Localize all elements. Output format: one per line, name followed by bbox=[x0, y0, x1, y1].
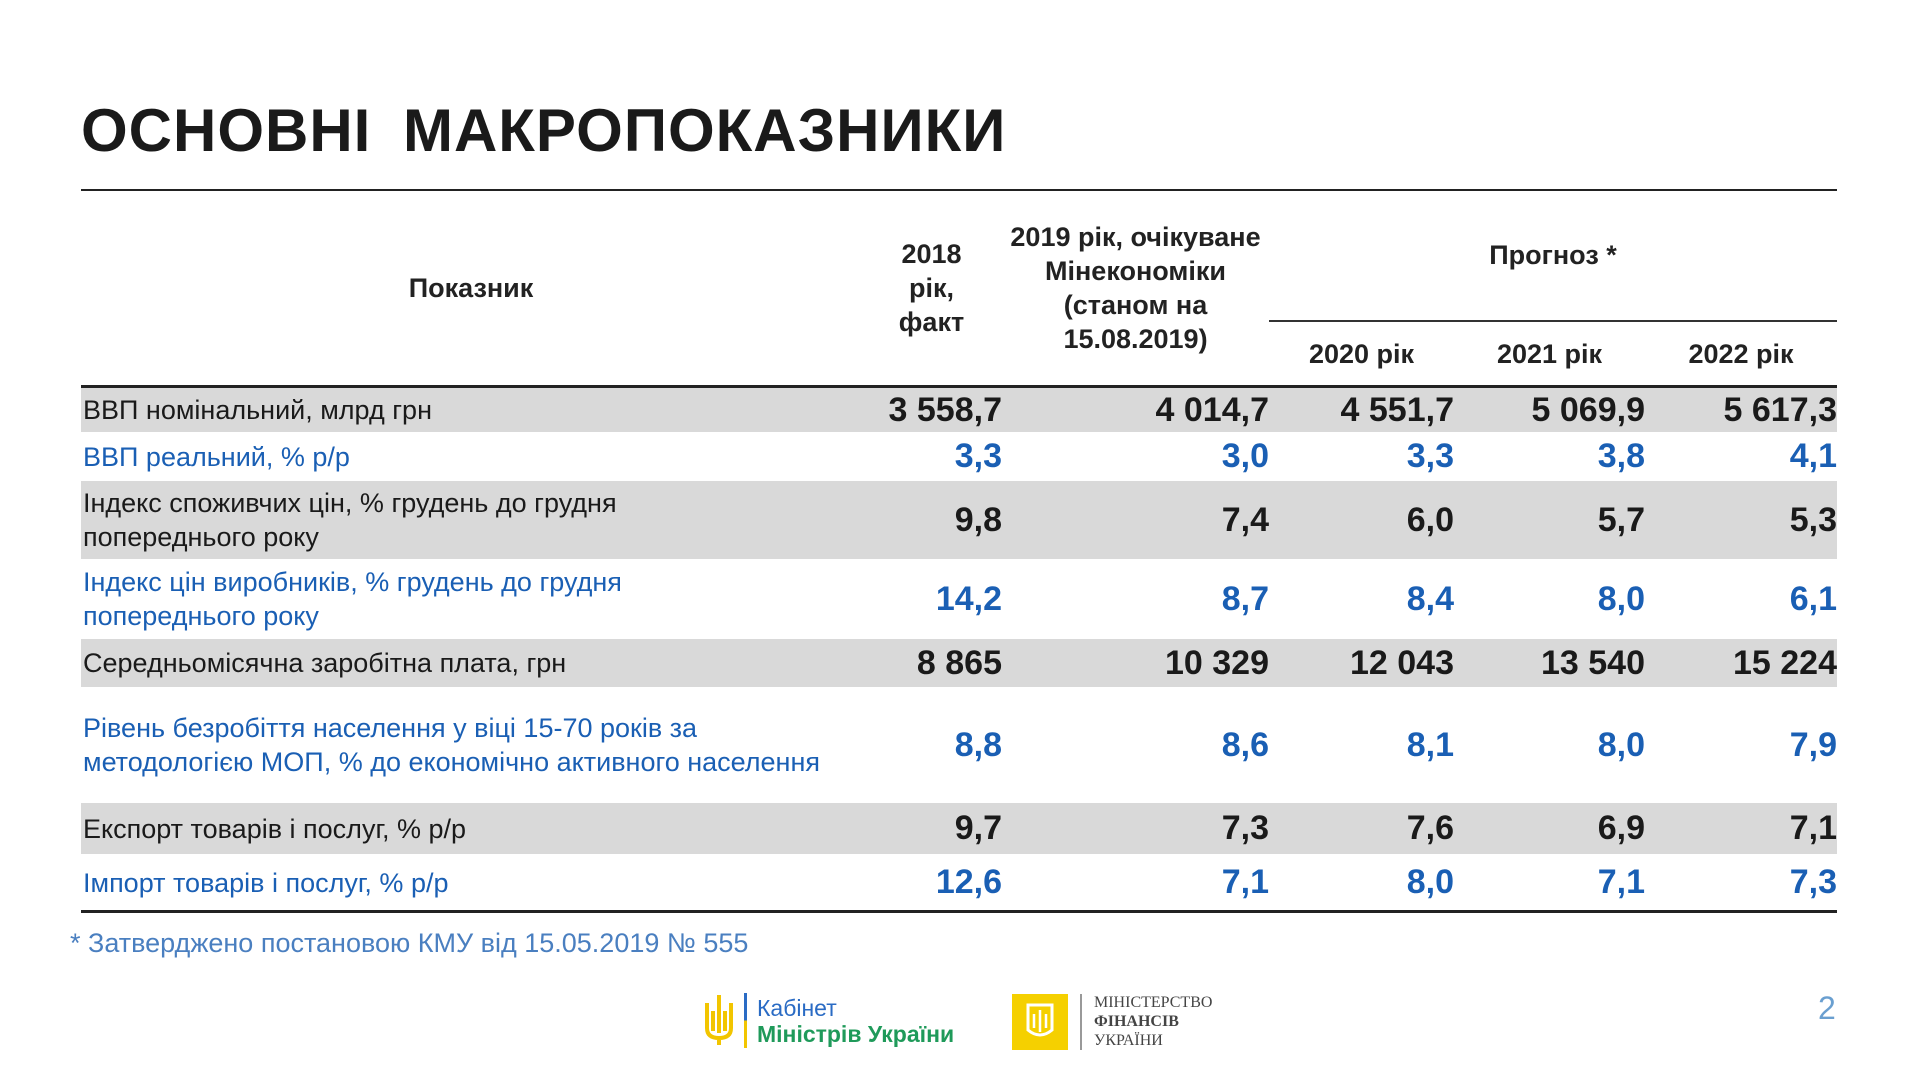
bottom-rule bbox=[81, 910, 1837, 913]
minfin-line2: ФІНАНСІВ bbox=[1094, 1013, 1179, 1030]
footnote: * Затверджено постановою КМУ від 15.05.2… bbox=[70, 928, 749, 958]
row-value: 8,6 bbox=[1221, 725, 1269, 764]
row-value: 7,1 bbox=[1221, 863, 1269, 901]
minfin-emblem-icon bbox=[1012, 993, 1068, 1050]
row-value: 6,9 bbox=[1597, 809, 1645, 847]
page-title: ОСНОВНІ МАКРОПОКАЗНИКИ bbox=[81, 97, 1007, 164]
row-value: 6,0 bbox=[1406, 500, 1454, 539]
row-value: 8,0 bbox=[1597, 579, 1645, 618]
row-value: 3,3 bbox=[1406, 437, 1454, 475]
row-value: 9,8 bbox=[954, 500, 1002, 539]
table-row: Індекс цін виробників, % грудень до груд… bbox=[81, 559, 1837, 639]
row-value: 6,1 bbox=[1789, 579, 1837, 618]
row-label: Індекс цін виробників, % грудень до груд… bbox=[83, 567, 622, 631]
row-value: 14,2 bbox=[935, 579, 1002, 618]
logo-divider bbox=[744, 993, 747, 1048]
table-row: Середньомісячна заробітна плата, грн 8 86… bbox=[81, 639, 1837, 687]
row-value: 8,8 bbox=[954, 725, 1002, 764]
row-value: 12 043 bbox=[1350, 643, 1454, 682]
row-value: 8 865 bbox=[916, 643, 1002, 682]
row-label: Індекс споживчих цін, % грудень до грудн… bbox=[83, 488, 617, 552]
row-value: 7,6 bbox=[1406, 809, 1454, 847]
minfin-logo: МІНІСТЕРСТВО ФІНАНСІВ УКРАЇНИ bbox=[1012, 993, 1212, 1050]
row-value: 7,3 bbox=[1221, 809, 1269, 847]
top-rule bbox=[81, 189, 1837, 191]
logo-divider bbox=[1080, 993, 1082, 1050]
header-2022: 2022 рік bbox=[1688, 339, 1794, 369]
header-2021: 2021 рік bbox=[1496, 339, 1603, 369]
row-value: 3,3 bbox=[954, 437, 1002, 475]
table-row: ВВП номінальний, млрд грн 3 558,7 4 014,7 4… bbox=[81, 388, 1837, 432]
table-row: Імпорт товарів і послуг, % р/р 12,6 7,1 8,0… bbox=[81, 854, 1837, 911]
row-label: Імпорт товарів і послуг, % р/р bbox=[83, 867, 449, 898]
row-value: 7,1 bbox=[1789, 809, 1837, 847]
row-value: 8,7 bbox=[1221, 579, 1269, 618]
row-value: 5,3 bbox=[1789, 500, 1837, 539]
row-label: ВВП номінальний, млрд грн bbox=[83, 395, 432, 425]
row-value: 15 224 bbox=[1733, 643, 1837, 682]
table-row: Експорт товарів і послуг, % р/р 9,7 7,3 7,6… bbox=[81, 803, 1837, 854]
cabinet-logo: Кабінет Міністрів України bbox=[704, 993, 954, 1048]
row-value: 7,4 bbox=[1221, 500, 1269, 539]
row-value: 4 551,7 bbox=[1340, 390, 1454, 429]
header-2018: 2018 рік, факт bbox=[898, 239, 965, 337]
table-body: ВВП номінальний, млрд грн 3 558,7 4 014,7 4… bbox=[81, 388, 1837, 911]
minfin-line3: УКРАЇНИ bbox=[1094, 1032, 1163, 1049]
row-value: 7,1 bbox=[1597, 863, 1645, 901]
row-value: 5,7 bbox=[1597, 500, 1645, 539]
table-row: ВВП реальний, % р/р 3,3 3,0 3,3 3,8 4,1 bbox=[81, 432, 1837, 481]
header-indicator: Показник bbox=[408, 273, 534, 303]
row-value: 13 540 bbox=[1541, 643, 1645, 682]
row-value: 3,8 bbox=[1597, 437, 1645, 475]
row-value: 4,1 bbox=[1789, 437, 1837, 475]
minfin-line1: МІНІСТЕРСТВО bbox=[1094, 994, 1213, 1011]
table-header: Показник 2018 рік, факт 2019 рік, очікув… bbox=[81, 190, 1837, 386]
header-rule bbox=[81, 385, 1837, 388]
cabinet-line1: Кабінет bbox=[757, 994, 837, 1021]
header-forecast: Прогноз * bbox=[1269, 190, 1837, 322]
row-value: 5 617,3 bbox=[1723, 390, 1837, 429]
row-value: 8,0 bbox=[1406, 863, 1454, 901]
row-label: ВВП реальний, % р/р bbox=[83, 441, 350, 472]
row-label: Експорт товарів і послуг, % р/р bbox=[83, 813, 467, 844]
row-value: 8,0 bbox=[1597, 725, 1645, 764]
row-value: 7,3 bbox=[1789, 863, 1837, 901]
row-value: 12,6 bbox=[935, 863, 1002, 901]
row-value: 5 069,9 bbox=[1531, 390, 1645, 429]
page-number: 2 bbox=[1818, 990, 1836, 1026]
row-value: 3 558,7 bbox=[888, 390, 1002, 429]
trident-icon bbox=[705, 995, 733, 1045]
row-value: 3,0 bbox=[1221, 437, 1269, 475]
row-value: 10 329 bbox=[1165, 643, 1269, 682]
cabinet-line2: Міністрів України bbox=[757, 1020, 955, 1047]
row-value: 4 014,7 bbox=[1155, 390, 1269, 429]
row-value: 8,1 bbox=[1406, 725, 1454, 764]
row-value: 7,9 bbox=[1789, 725, 1837, 764]
header-2020: 2020 рік bbox=[1308, 339, 1415, 369]
row-label: Рівень безробіття населення у віці 15-70… bbox=[83, 713, 820, 777]
header-2019: 2019 рік, очікуване Мінекономіки (станом… bbox=[1010, 222, 1261, 354]
row-label: Середньомісячна заробітна плата, грн bbox=[83, 648, 567, 678]
row-value: 9,7 bbox=[954, 809, 1002, 847]
table-row: Рівень безробіття населення у віці 15-70… bbox=[81, 687, 1837, 803]
row-value: 8,4 bbox=[1406, 579, 1454, 618]
table-row: Індекс споживчих цін, % грудень до грудн… bbox=[81, 481, 1837, 559]
